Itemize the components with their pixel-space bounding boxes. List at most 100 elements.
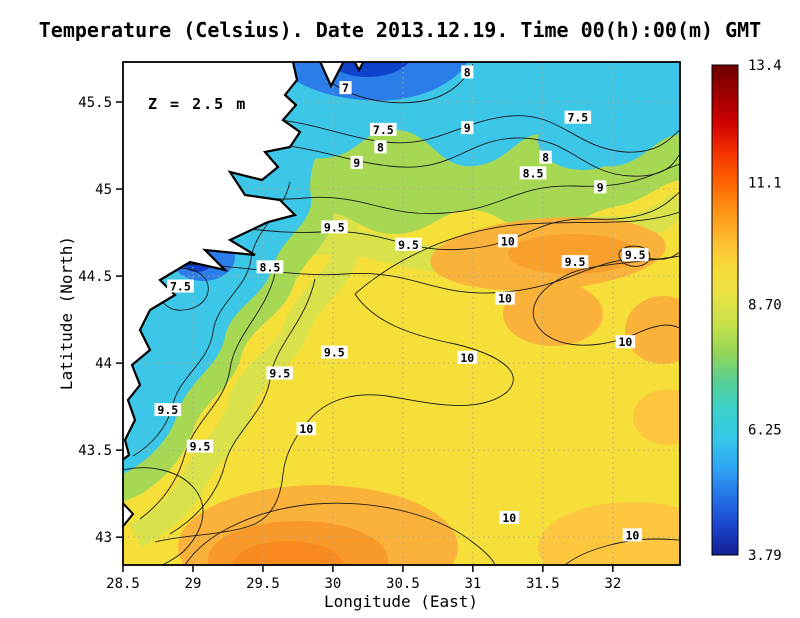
contour-label-bg xyxy=(154,403,182,417)
contour-label: 8 xyxy=(464,65,471,79)
contour-label-bg xyxy=(321,220,348,234)
contour-label: 8.5 xyxy=(523,166,544,180)
contour-line-8-5-coast xyxy=(132,181,291,457)
colorbar-tick-label: 3.79 xyxy=(748,548,782,564)
contour-line-10-hook xyxy=(532,255,680,346)
field-cyan-pocket xyxy=(538,110,628,170)
contour-line-9-5-coast-a xyxy=(139,273,276,520)
contour-line-10-upper xyxy=(354,211,680,295)
x-tick-label: 30.5 xyxy=(386,576,420,592)
contour-loop-9-5 xyxy=(618,245,651,267)
contour-label-bg xyxy=(339,81,352,95)
contour-label-bg xyxy=(615,335,636,349)
y-tick-label: 44 xyxy=(95,356,112,372)
contour-label-bg xyxy=(256,260,284,274)
contour-label: 7 xyxy=(342,81,349,95)
land-spike-a xyxy=(319,62,345,89)
x-tick-label: 31.5 xyxy=(526,576,560,592)
plot-area: 8 7 7.5 7.5 8 9 8 9 8.5 9 9.5 9.5 10 9.5 9.5 8.5 7.5 10 10… xyxy=(78,61,681,592)
contour-labels-layer: 8 7 7.5 7.5 8 9 8 9 8.5 9 9.5 9.5 10 9.5 9.5 8.5 7.5 10 10… xyxy=(154,65,649,542)
x-tick-label: 32 xyxy=(604,576,621,592)
contour-label: 9.5 xyxy=(565,255,586,269)
contour-line-9-5-bottom-left xyxy=(123,467,204,565)
contour-label: 7.5 xyxy=(373,123,394,137)
x-tick-label: 29.5 xyxy=(246,576,280,592)
contour-label: 10 xyxy=(460,351,474,365)
field-orange-bottom-core2 xyxy=(233,541,343,565)
contour-line-8 xyxy=(214,137,680,177)
contour-label-bg xyxy=(186,439,214,453)
land-coastline xyxy=(123,62,302,461)
contour-label-bg xyxy=(461,121,474,135)
contour-label: 10 xyxy=(618,335,632,349)
contour-label: 8 xyxy=(542,151,549,165)
field-orange-bottom-right xyxy=(538,502,680,565)
colorbar-labels: 13.4 11.1 8.70 6.25 3.79 xyxy=(748,58,782,564)
contour-label-bg xyxy=(498,234,518,248)
contour-label: 9.5 xyxy=(324,220,345,234)
contour-label-bg xyxy=(519,166,547,180)
land-sliver xyxy=(123,501,135,528)
y-tick-label: 43.5 xyxy=(78,443,112,459)
land-spike-b xyxy=(353,62,365,73)
y-axis-ticks: 45.5 45 44.5 44 43.5 43 xyxy=(78,95,123,546)
colorbar-tick-label: 6.25 xyxy=(748,423,782,439)
contour-label: 10 xyxy=(299,422,313,436)
x-axis-ticks: 28.5 29 29.5 30 30.5 31 31.5 32 xyxy=(106,565,621,592)
colorbar: 13.4 11.1 8.70 6.25 3.79 xyxy=(711,58,782,564)
contour-label: 9.5 xyxy=(398,238,419,252)
depth-annotation: Z = 2.5 m xyxy=(148,95,247,113)
colorbar-tick-label: 13.4 xyxy=(748,58,782,74)
colorbar-tick-label: 11.1 xyxy=(748,175,782,191)
contour-label: 10 xyxy=(498,292,512,306)
contour-label-bg xyxy=(350,155,363,169)
contour-label: 9 xyxy=(597,180,604,194)
contour-label-bg xyxy=(564,110,592,124)
y-tick-label: 45.5 xyxy=(78,95,112,111)
contour-label-bg xyxy=(296,422,317,436)
contour-label: 9.5 xyxy=(625,248,646,262)
contour-label-bg xyxy=(495,291,515,305)
contour-label: 10 xyxy=(502,511,516,525)
contour-label: 9.5 xyxy=(269,367,290,381)
contour-label-bg xyxy=(321,345,348,359)
map-layers: 8 7 7.5 7.5 8 9 8 9 8.5 9 9.5 9.5 10 9.5 9.5 8.5 7.5 10 10… xyxy=(123,62,680,565)
contour-line-10-meander xyxy=(154,293,514,543)
field-orange-hook xyxy=(503,282,603,346)
contour-label-bg xyxy=(374,140,387,154)
contour-label-bg xyxy=(457,350,477,364)
contour-label: 9.5 xyxy=(157,403,178,417)
field-orange-right xyxy=(625,296,680,364)
x-tick-label: 29 xyxy=(185,576,202,592)
contour-label-bg xyxy=(499,511,519,525)
x-tick-label: 31 xyxy=(464,576,481,592)
x-axis-label: Longitude (East) xyxy=(324,592,478,611)
chart-title: Temperature (Celsius). Date 2013.12.19. … xyxy=(39,18,761,42)
contour-label-bg xyxy=(370,122,397,136)
colorbar-gradient xyxy=(711,64,739,556)
contour-label-bg xyxy=(539,150,552,164)
y-tick-label: 43 xyxy=(95,530,112,546)
contour-line-9-5-coast-b xyxy=(169,278,316,535)
contour-label: 9.5 xyxy=(190,440,211,454)
contour-line-10-bottom xyxy=(184,502,496,565)
field-navy-north xyxy=(328,62,409,77)
contour-label: 8 xyxy=(377,140,384,154)
plot-frame xyxy=(122,61,681,566)
contour-label: 9 xyxy=(464,121,471,135)
contour-label-bg xyxy=(266,366,294,380)
contour-label: 9.5 xyxy=(324,346,345,360)
contour-label: 10 xyxy=(501,234,515,248)
x-tick-label: 30 xyxy=(324,576,341,592)
contour-line-7-5 xyxy=(240,115,680,153)
contour-label: 7.5 xyxy=(567,111,588,125)
contour-label: 9 xyxy=(353,156,360,170)
contour-label-bg xyxy=(461,65,474,79)
contour-label: 8.5 xyxy=(260,260,281,274)
x-tick-label: 28.5 xyxy=(106,576,140,592)
y-axis-label: Latitude (North) xyxy=(57,236,76,390)
contour-label: 7.5 xyxy=(170,280,191,294)
contour-label: 10 xyxy=(625,528,639,542)
y-tick-label: 44.5 xyxy=(78,269,112,285)
